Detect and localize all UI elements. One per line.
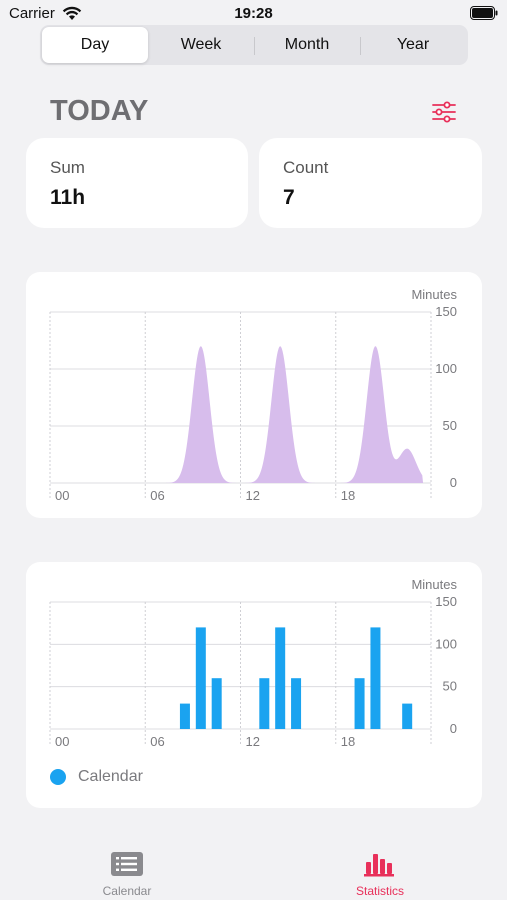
segment-day[interactable]: Day	[42, 27, 148, 63]
segment-month[interactable]: Month	[254, 27, 360, 63]
y-axis-label: Minutes	[411, 287, 457, 302]
y-tick-label: 100	[435, 361, 457, 376]
x-tick-label: 18	[341, 734, 355, 749]
battery-icon	[470, 6, 498, 20]
y-tick-label: 50	[443, 418, 457, 433]
x-tick-label: 06	[150, 488, 164, 503]
x-tick-label: 12	[246, 488, 260, 503]
bar[interactable]	[259, 678, 270, 729]
sliders-icon[interactable]	[432, 101, 456, 123]
tab-bar: Calendar Statistics	[0, 836, 507, 900]
chart-legend: Calendar	[50, 768, 143, 786]
count-value: 7	[283, 186, 295, 209]
legend-label: Calendar	[78, 768, 143, 785]
x-tick-label: 18	[341, 488, 355, 503]
bar[interactable]	[370, 627, 381, 729]
bar[interactable]	[354, 678, 365, 729]
segment-week[interactable]: Week	[180, 36, 222, 53]
carrier-label: Carrier	[9, 5, 55, 22]
y-axis-label: Minutes	[411, 577, 457, 592]
count-label: Count	[283, 158, 329, 177]
tab-statistics-label: Statistics	[355, 884, 404, 898]
count-card: Count 7	[259, 138, 482, 228]
tab-calendar-label: Calendar	[102, 884, 152, 898]
wifi-icon	[62, 6, 82, 20]
area-chart-card: Minutes 150 100 50 0 00 06 12 18	[26, 272, 482, 518]
y-tick-label: 0	[450, 475, 457, 490]
x-tick-label: 06	[150, 734, 164, 749]
y-tick-label: 0	[450, 721, 457, 736]
bar[interactable]	[402, 703, 413, 729]
bar[interactable]	[275, 627, 286, 729]
y-tick-label: 50	[443, 679, 457, 694]
bar[interactable]	[291, 678, 302, 729]
sum-label: Sum	[50, 158, 85, 177]
area-series	[161, 346, 424, 483]
x-tick-label: 12	[246, 734, 260, 749]
y-tick-label: 150	[435, 304, 457, 319]
tab-statistics[interactable]: Statistics	[300, 836, 460, 900]
clock: 19:28	[234, 5, 273, 22]
bar[interactable]	[195, 627, 206, 729]
bar-chart-card: Minutes 150 100 50 0 00 06 12 18 Calendar	[26, 562, 482, 808]
status-bar: Carrier 19:28	[0, 0, 507, 28]
y-tick-label: 100	[435, 636, 457, 651]
sum-value: 11h	[50, 186, 86, 209]
x-tick-label: 00	[55, 488, 69, 503]
section-title: TODAY	[50, 95, 149, 127]
y-tick-label: 150	[435, 594, 457, 609]
period-segmented-control: Day Week Month Year	[40, 25, 468, 65]
tab-calendar[interactable]: Calendar	[47, 836, 207, 900]
bar[interactable]	[211, 678, 222, 729]
list-icon	[111, 852, 143, 876]
segment-year[interactable]: Year	[360, 27, 466, 63]
x-tick-label: 00	[55, 734, 69, 749]
sum-card: Sum 11h	[26, 138, 248, 228]
legend-dot	[50, 769, 66, 785]
bar-chart-icon	[364, 854, 394, 877]
bar[interactable]	[179, 703, 190, 729]
